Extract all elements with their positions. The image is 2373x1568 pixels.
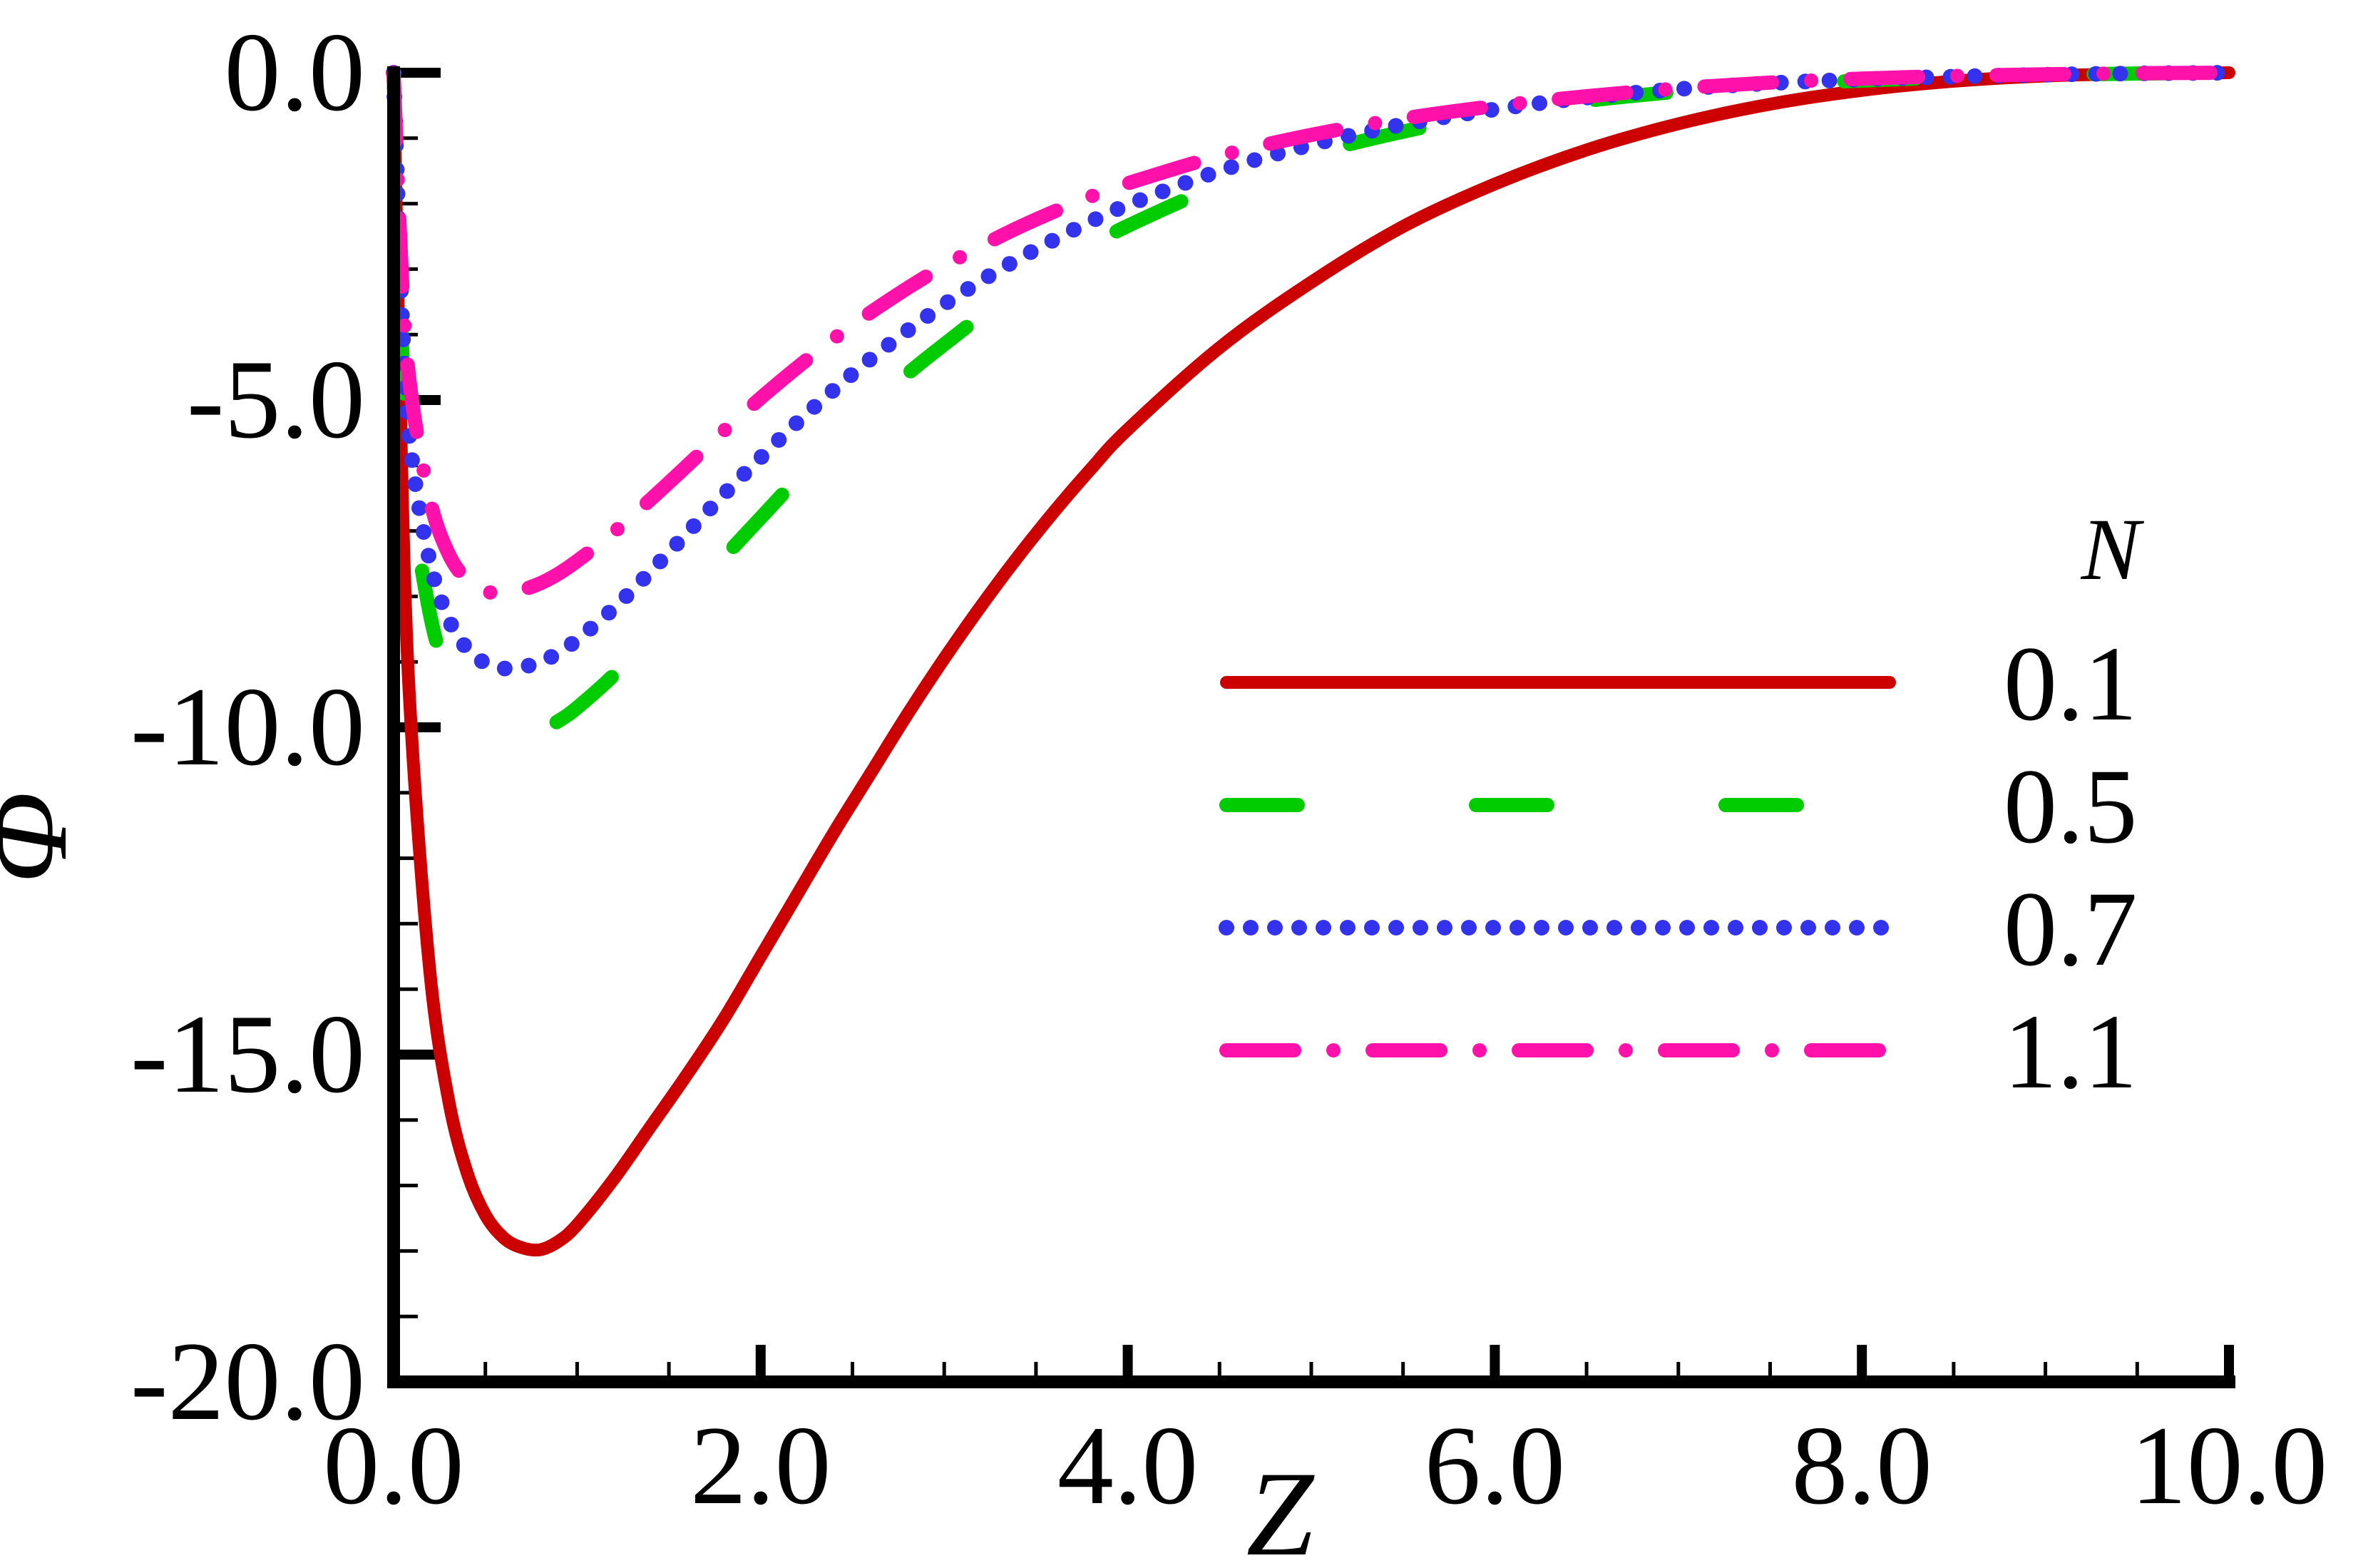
- y-tick-label: -20.0: [130, 1319, 365, 1444]
- x-tick-label: 4.0: [1057, 1403, 1199, 1528]
- y-tick-label: -5.0: [187, 337, 365, 462]
- legend-label-n-0-7: 0.7: [2004, 870, 2138, 988]
- x-tick-label: 8.0: [1791, 1403, 1932, 1528]
- legend-label-n-1-1: 1.1: [2004, 993, 2138, 1111]
- x-tick-label: 2.0: [690, 1403, 831, 1528]
- legend: N 0.10.50.71.1: [1219, 501, 2145, 1111]
- y-tick-label: -15.0: [130, 992, 365, 1117]
- series-line-n-0-5: [386, 66, 2236, 743]
- x-tick-label: 6.0: [1425, 1403, 1566, 1528]
- x-axis-title: Z: [1246, 1447, 1315, 1568]
- series-line-n-1-1: [386, 66, 2236, 600]
- x-tick-label: 0.0: [323, 1403, 464, 1528]
- y-axis-title: Φ: [0, 791, 92, 883]
- x-axis-ticks: 0.0 2.0 4.0 6.0 8.0 10.0: [323, 1345, 2327, 1528]
- series-line-n-0-1: [387, 66, 2235, 1257]
- legend-label-n-0-1: 0.1: [2004, 625, 2138, 743]
- legend-title: N: [2081, 501, 2145, 598]
- series-line-n-0-7: [386, 65, 2237, 677]
- series-layer: [386, 65, 2237, 1257]
- x-tick-label: 10.0: [2131, 1403, 2328, 1528]
- y-tick-label: 0.0: [225, 10, 366, 135]
- y-tick-label: -10.0: [130, 665, 365, 789]
- legend-label-n-0-5: 0.5: [2004, 747, 2138, 866]
- y-axis-ticks: 0.0 -5.0 -10.0 -15.0 -20.0: [130, 10, 441, 1444]
